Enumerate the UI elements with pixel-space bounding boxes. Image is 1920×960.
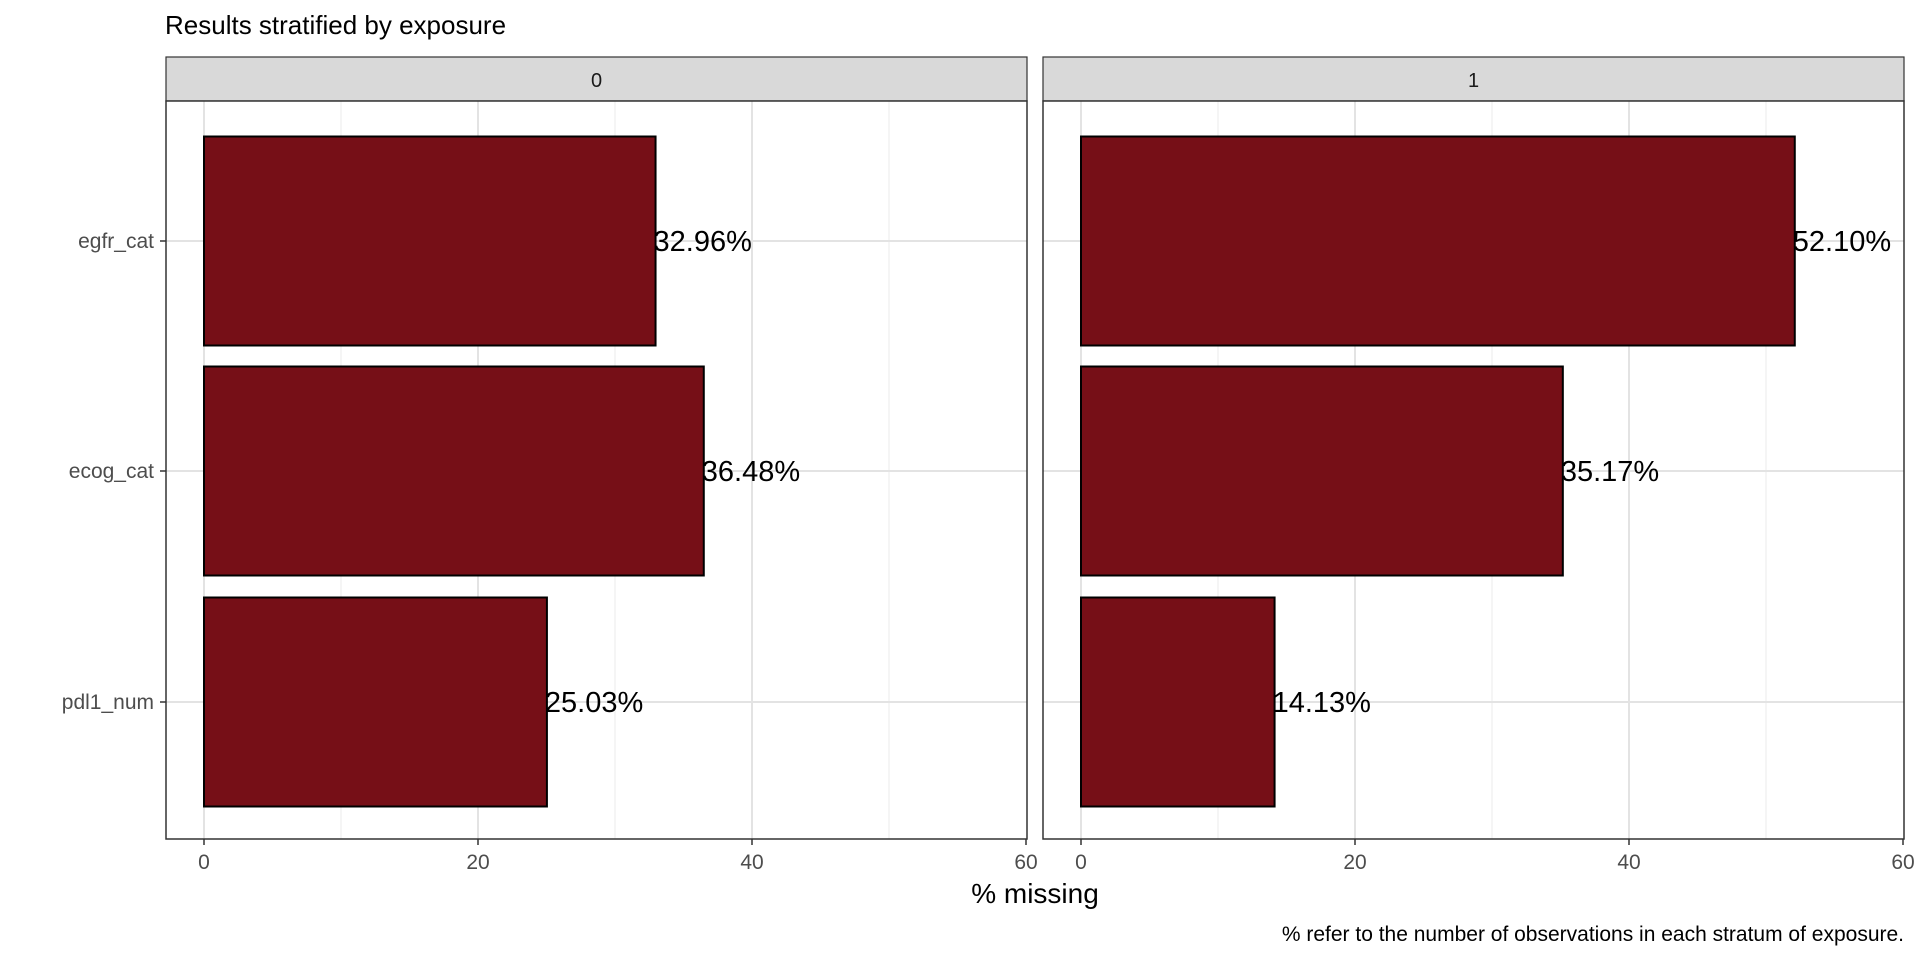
bar-ecog_cat-panel-0 (203, 365, 705, 577)
facet-panel-1: 1 52.10% 35.17% 14.13% 0 20 40 60 (1042, 56, 1915, 874)
facet-strip-0 (165, 56, 1028, 102)
x-tick-label: 20 (466, 851, 489, 874)
x-tick-label: 0 (198, 851, 210, 874)
bar-egfr_cat-panel-0 (203, 135, 657, 347)
bar-label-ecog_cat-panel-1: 35.17% (1561, 456, 1659, 488)
y-axis: egfr_cat ecog_cat pdl1_num (62, 230, 166, 714)
x-tick-label: 0 (1075, 851, 1087, 874)
facet-strip-1 (1042, 56, 1905, 102)
bar-label-pdl1_num-panel-0: 25.03% (545, 687, 643, 719)
bar-label-pdl1_num-panel-1: 14.13% (1273, 687, 1371, 719)
bar-ecog_cat-panel-1 (1080, 365, 1564, 577)
panel-border-1 (1042, 100, 1905, 840)
x-tick-label: 60 (1014, 851, 1037, 874)
panel-border-0 (165, 100, 1028, 840)
y-tick-label-ecog_cat: ecog_cat (69, 460, 154, 483)
x-tick-label: 40 (740, 851, 763, 874)
chart-title: Results stratified by exposure (165, 10, 506, 40)
x-axis-label: % missing (971, 878, 1099, 909)
facet-panel-0: 0 32.96% 36.48% 25.03% 0 20 40 60 (165, 56, 1038, 874)
bar-pdl1_num-panel-0 (203, 596, 548, 808)
chart-caption: % refer to the number of observations in… (1282, 923, 1904, 946)
x-tick-label: 20 (1343, 851, 1366, 874)
bar-label-egfr_cat-panel-0: 32.96% (654, 226, 752, 258)
y-tick-label-pdl1_num: pdl1_num (62, 691, 154, 714)
facet-strip-label-1: 1 (1468, 70, 1479, 92)
facet-strip-label-0: 0 (591, 70, 602, 92)
bar-pdl1_num-panel-1 (1080, 596, 1276, 808)
bar-label-egfr_cat-panel-1: 52.10% (1793, 226, 1891, 258)
x-tick-label: 40 (1617, 851, 1640, 874)
bar-egfr_cat-panel-1 (1080, 135, 1796, 347)
x-tick-label: 60 (1891, 851, 1914, 874)
facet-panels: 032.96%36.48%25.03%0 20 40 60152.10%35.17%1… (165, 56, 1915, 874)
bar-label-ecog_cat-panel-0: 36.48% (702, 456, 800, 488)
y-tick-label-egfr_cat: egfr_cat (78, 230, 154, 253)
